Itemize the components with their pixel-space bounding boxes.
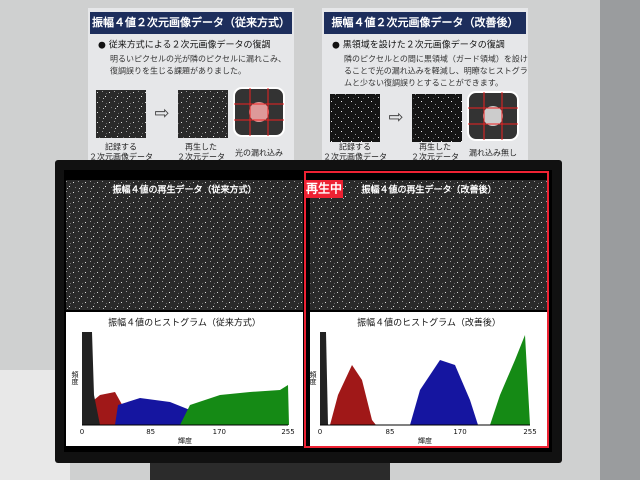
x-tick-label: 170 (213, 428, 226, 436)
poster-body: 明るいピクセルの光が隣のピクセルに漏れこみ、 (110, 54, 286, 64)
poster-image (96, 90, 146, 138)
zoom-grid (234, 88, 284, 136)
y-label: 頻度 (71, 370, 79, 386)
histogram-shape (410, 360, 478, 425)
poster-image (178, 90, 228, 138)
x-label: 輝度 (418, 436, 432, 445)
x-tick-label: 85 (386, 428, 395, 436)
poster-image (412, 94, 462, 142)
image-title: 振幅４値の再生データ（従来方式） (112, 184, 256, 196)
histogram-shape (115, 398, 200, 425)
pillar (600, 0, 640, 480)
image-title: 振幅４値の再生データ（改善後） (361, 184, 496, 196)
image-label: 光の漏れ込み (235, 148, 283, 158)
x-tick-label: 255 (523, 428, 536, 436)
histogram-shape (330, 365, 376, 425)
x-tick-label: 85 (146, 428, 155, 436)
histogram-shape (320, 332, 328, 425)
image-label: ２次元データ (411, 152, 459, 162)
arrow: ⇨ (154, 103, 169, 124)
playing-frame (304, 171, 549, 448)
image-label: 記録する (105, 142, 137, 152)
image-label: 記録する (339, 142, 371, 152)
histogram-shape (490, 335, 530, 425)
poster-image (330, 94, 380, 142)
badge-bg (305, 180, 343, 198)
zoom-glow (249, 102, 269, 122)
y-label: 頻度 (309, 370, 317, 386)
poster-title-bar (324, 12, 526, 34)
badge: 再生中 (306, 181, 342, 196)
poster-body: ムと少ない復調誤りとすることができます。 (344, 78, 503, 88)
x-tick-label: 0 (318, 428, 322, 436)
x-tick-label: 255 (281, 428, 294, 436)
poster-title: 振幅４値２次元画像データ（改善後） (332, 15, 519, 29)
playback-image (66, 180, 303, 310)
histogram-panel (66, 312, 303, 446)
zoom-grid (468, 92, 518, 140)
playback-image (310, 180, 548, 310)
poster-bullet: ● 黒領域を設けた２次元画像データの復調 (332, 39, 505, 51)
poster-body: 隣のピクセルとの間に黒領域（ガード領域）を設け (344, 54, 528, 64)
image-label: ２次元データ (177, 152, 225, 162)
poster-title: 振幅４値２次元画像データ（従来方式） (92, 15, 290, 29)
image-label: ２次元画像データ (89, 152, 153, 162)
poster-bullet: ● 従来方式による２次元画像データの復調 (98, 39, 270, 51)
x-tick-label: 170 (453, 428, 466, 436)
histogram-title: 振幅４値のヒストグラム（改善後） (357, 317, 501, 329)
histogram-shape (82, 332, 100, 425)
zoom-glow (483, 106, 503, 126)
histogram-title: 振幅４値のヒストグラム（従来方式） (108, 317, 261, 329)
poster-body: ることで光の漏れ込みを軽減し、明瞭なヒストグラ (344, 66, 528, 76)
poster-body: 復調誤りを生じる課題がありました。 (110, 66, 246, 76)
arrow: ⇨ (388, 107, 403, 128)
image-label: 再生した (419, 142, 451, 152)
x-tick-label: 0 (80, 428, 84, 436)
poster-title-bar (90, 12, 292, 34)
image-label: 漏れ込み無し (469, 148, 517, 158)
image-label: 再生した (185, 142, 217, 152)
x-label: 輝度 (178, 436, 192, 445)
image-label: ２次元画像データ (323, 152, 387, 162)
histogram-shape (180, 385, 289, 425)
